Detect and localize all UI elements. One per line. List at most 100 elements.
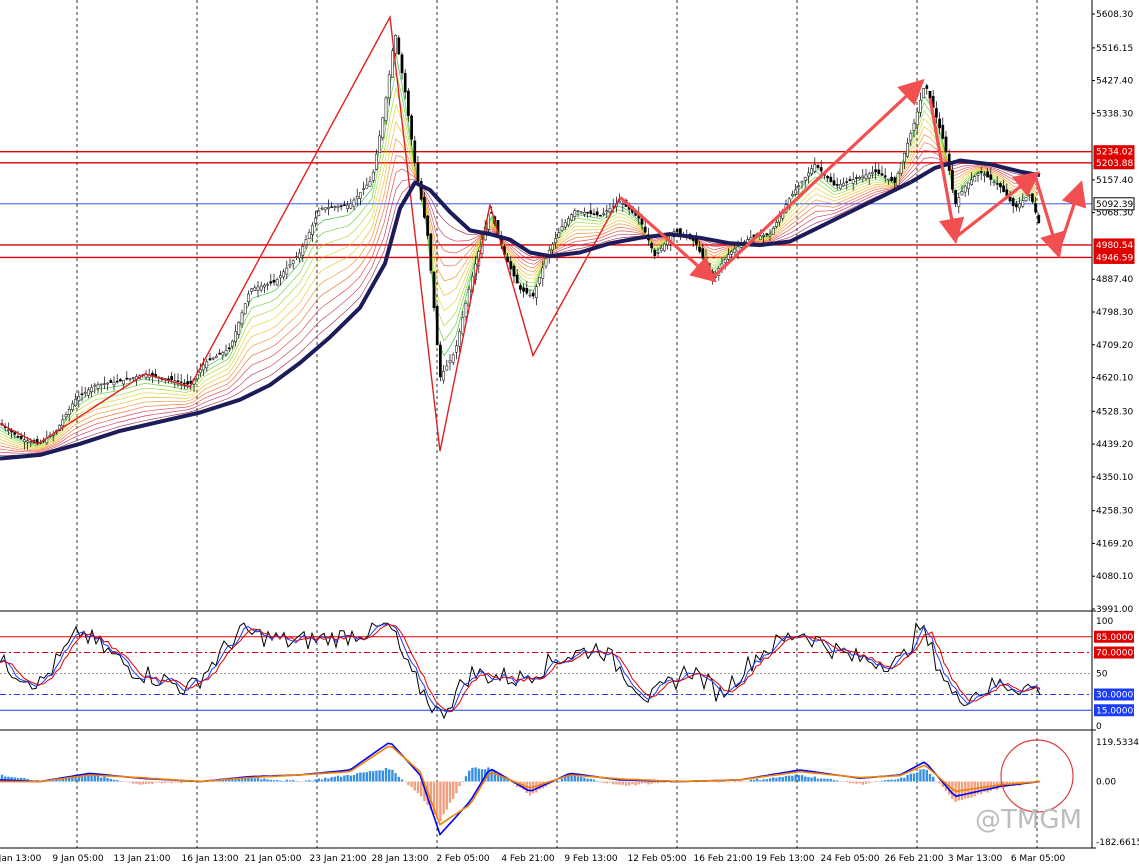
macd-histogram-bar bbox=[292, 780, 295, 782]
candle-body bbox=[464, 303, 468, 318]
candle-body bbox=[170, 376, 173, 381]
candle-body bbox=[979, 171, 983, 173]
macd-histogram-bar bbox=[84, 776, 87, 782]
candle-body bbox=[861, 175, 865, 178]
candle-body bbox=[794, 189, 797, 195]
candle-body bbox=[413, 140, 417, 163]
x-tick-label: 9 Jan 05:00 bbox=[52, 854, 104, 864]
y-tick-label: 5338.30 bbox=[1096, 109, 1133, 119]
candle-body bbox=[240, 312, 244, 325]
macd-histogram-bar bbox=[612, 781, 615, 785]
macd-histogram-bar bbox=[352, 775, 356, 782]
candle-body bbox=[551, 244, 554, 251]
candle-body bbox=[448, 360, 452, 364]
candle-body bbox=[970, 179, 973, 185]
x-tick-label: Jan 13:00 bbox=[0, 854, 42, 864]
macd-histogram-bar bbox=[919, 769, 922, 782]
candle-body bbox=[535, 286, 538, 298]
macd-histogram-bar bbox=[740, 781, 743, 783]
candle-body bbox=[867, 173, 871, 179]
candle-body bbox=[256, 286, 260, 291]
candle-body bbox=[103, 383, 106, 385]
macd-histogram-bar bbox=[90, 774, 93, 782]
stochastic-level-label: 50 bbox=[1096, 670, 1108, 680]
macd-histogram-bar bbox=[212, 781, 215, 782]
macd-histogram-bar bbox=[388, 769, 391, 782]
macd-histogram-bar bbox=[320, 779, 324, 782]
macd-histogram-bar bbox=[900, 777, 903, 782]
candle-body bbox=[915, 111, 919, 126]
y-tick-label: 5516.15 bbox=[1096, 44, 1133, 54]
price-level-tag-label: 5234.02 bbox=[1096, 148, 1133, 158]
candle-body bbox=[602, 212, 605, 215]
candle-body bbox=[906, 142, 909, 157]
macd-histogram-bar bbox=[826, 778, 829, 782]
candle-body bbox=[567, 218, 570, 226]
candle-body bbox=[461, 317, 465, 334]
y-tick-label: 4887.40 bbox=[1096, 275, 1133, 285]
trend-arrow bbox=[1033, 174, 1065, 259]
macd-histogram-bar bbox=[781, 777, 784, 782]
macd-histogram-bar bbox=[480, 769, 484, 782]
candle-body bbox=[451, 354, 455, 363]
macd-histogram-bar bbox=[349, 775, 352, 782]
y-axis-labels: 5608.30 5516.15 5427.40 5338.30 5157.40 5068.… bbox=[1092, 10, 1139, 848]
watermark: @TMGM bbox=[975, 739, 1082, 835]
macd-histogram-bar bbox=[244, 778, 247, 782]
macd-histogram-bar bbox=[144, 781, 148, 785]
y-tick-label: 4439.20 bbox=[1096, 440, 1133, 450]
macd-histogram-bar bbox=[282, 780, 285, 782]
macd-histogram-bar bbox=[308, 780, 311, 782]
macd-histogram-bar bbox=[10, 776, 13, 782]
candle-body bbox=[909, 132, 913, 141]
candle-body bbox=[989, 174, 993, 180]
macd-histogram-bar bbox=[810, 777, 813, 782]
y-tick-label: 4620.10 bbox=[1096, 374, 1133, 384]
macd-histogram-bar bbox=[474, 767, 477, 782]
candle-body bbox=[1024, 197, 1028, 202]
macd-histogram-bar bbox=[288, 780, 292, 782]
candle-body bbox=[570, 214, 573, 221]
x-tick-label: 9 Feb 13:00 bbox=[564, 854, 618, 864]
candle-body bbox=[650, 243, 653, 249]
candle-body bbox=[1034, 203, 1037, 213]
candle-body bbox=[327, 207, 330, 209]
macd-histogram-bar bbox=[848, 781, 852, 784]
macd-histogram-bar bbox=[554, 781, 557, 783]
candle-body bbox=[67, 409, 71, 415]
candle-body bbox=[605, 210, 609, 212]
macd-histogram-bar bbox=[359, 772, 362, 782]
macd-histogram-bar bbox=[906, 774, 909, 782]
macd-histogram-bar bbox=[832, 780, 836, 782]
macd-histogram-bar bbox=[77, 777, 80, 782]
price-level-tag-label: 4980.54 bbox=[1096, 241, 1133, 251]
macd-histogram-bar bbox=[592, 779, 596, 782]
macd-histogram-bar bbox=[448, 781, 452, 803]
macd-histogram-bar bbox=[119, 781, 122, 782]
candle-body bbox=[883, 175, 887, 178]
macd-histogram-bar bbox=[836, 780, 839, 782]
candle-body bbox=[1002, 185, 1005, 192]
candle-body bbox=[128, 378, 132, 380]
macd-histogram-bar bbox=[253, 778, 256, 782]
macd-histogram-bar bbox=[663, 781, 666, 783]
candle-body bbox=[154, 373, 157, 377]
stochastic-level-label: 15.0000 bbox=[1096, 706, 1133, 716]
candle-body bbox=[899, 162, 903, 174]
candle-body bbox=[397, 37, 401, 55]
candle-body bbox=[941, 124, 945, 139]
candle-body bbox=[362, 188, 365, 191]
macd-histogram-bar bbox=[375, 770, 378, 782]
stochastic-panel bbox=[0, 621, 1092, 720]
candle-body bbox=[736, 246, 740, 252]
candle-body bbox=[410, 115, 413, 140]
candle-body bbox=[960, 191, 964, 196]
macd-histogram-bar bbox=[151, 781, 154, 784]
candle-body bbox=[522, 287, 525, 292]
macd-histogram-bar bbox=[461, 781, 464, 783]
macd-histogram-bar bbox=[442, 781, 445, 815]
macd-histogram-bar bbox=[240, 778, 244, 782]
macd-histogram-bar bbox=[301, 781, 304, 783]
candle-body bbox=[967, 182, 970, 189]
candle-body bbox=[762, 235, 765, 237]
